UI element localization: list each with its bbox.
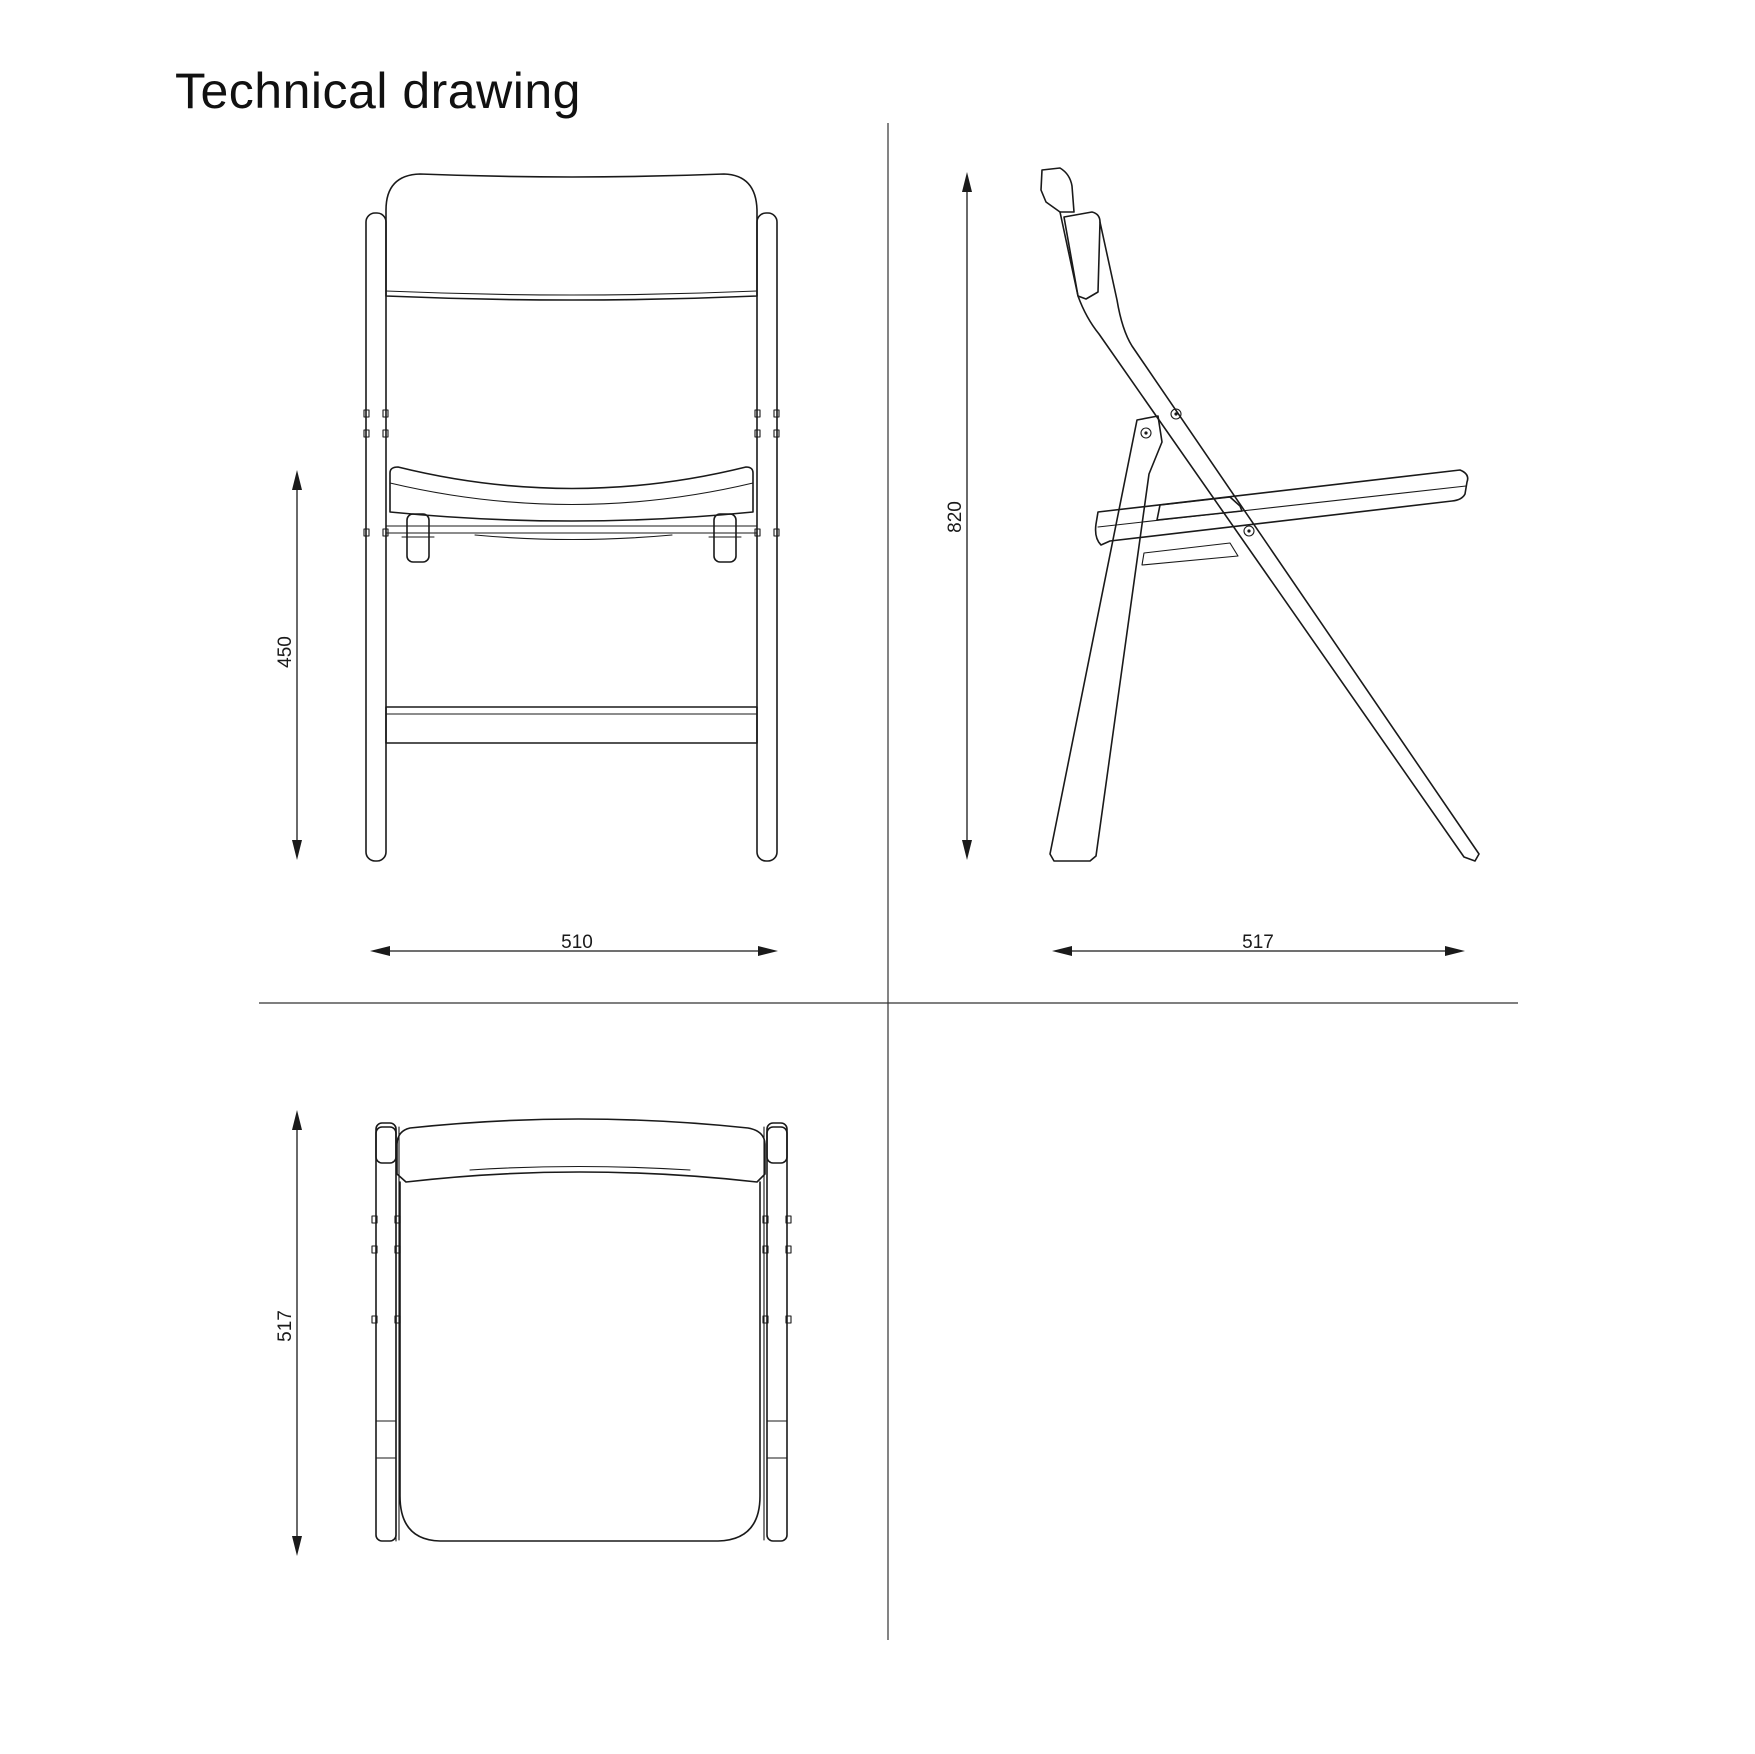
front-width-dimension: 510	[561, 932, 593, 953]
side-pivot-bolts	[1140, 408, 1255, 537]
side-view: 820 517	[945, 167, 1480, 956]
front-view: 450 510	[275, 173, 780, 956]
side-backrest-pad	[1063, 211, 1101, 300]
front-left-seat-bracket	[406, 513, 430, 563]
top-depth-dimension: 517	[275, 1310, 296, 1342]
front-left-leg	[365, 212, 387, 862]
front-right-leg	[756, 212, 778, 862]
top-left-frame	[375, 1126, 397, 1542]
top-right-frame	[766, 1126, 788, 1542]
side-rear-leg	[1059, 211, 1480, 862]
side-depth-dimension-line	[1052, 946, 1465, 956]
front-seat-edge	[389, 482, 754, 506]
side-height-dimension: 820	[945, 501, 966, 533]
front-backrest-edge	[385, 290, 758, 296]
top-seat	[399, 1181, 761, 1542]
side-backrest-top	[1040, 167, 1075, 213]
front-width-dimension-line	[370, 946, 778, 956]
top-depth-dimension-line	[292, 1110, 302, 1556]
front-height-dimension: 450	[275, 636, 296, 668]
front-left-hinge-bolts	[363, 409, 389, 537]
side-lower-support	[1141, 542, 1239, 566]
front-seat-underside	[474, 534, 673, 541]
side-height-dimension-line	[962, 172, 972, 860]
front-bottom-rail	[385, 706, 758, 744]
side-front-leg	[1049, 415, 1163, 862]
side-seat-support	[1156, 496, 1243, 521]
front-right-seat-bracket	[713, 513, 737, 563]
front-height-dimension-line	[292, 470, 302, 860]
side-seat	[1094, 469, 1469, 546]
side-depth-dimension: 517	[1242, 932, 1274, 953]
top-backrest	[396, 1118, 766, 1183]
front-seat	[389, 466, 754, 522]
page-title: Technical drawing	[175, 63, 581, 119]
top-view: 517	[275, 1110, 792, 1556]
top-right-hinge-bolts	[762, 1215, 792, 1324]
front-backrest	[385, 173, 758, 301]
front-right-hinge-bolts	[754, 409, 780, 537]
top-left-hinge-bolts	[371, 1215, 401, 1324]
